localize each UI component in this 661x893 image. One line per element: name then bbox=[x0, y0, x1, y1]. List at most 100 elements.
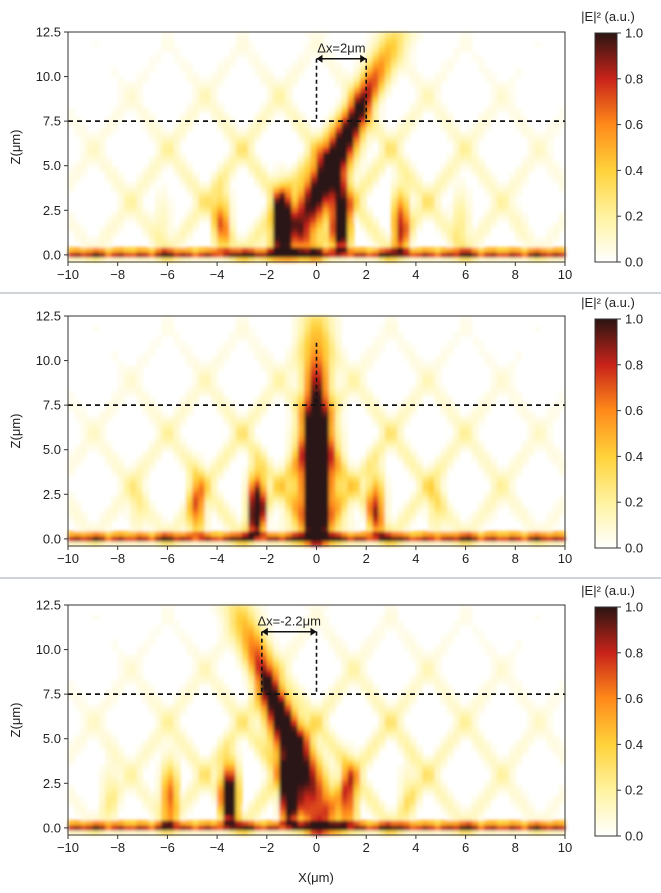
heatmap-cell bbox=[173, 620, 181, 626]
heatmap-cell bbox=[297, 316, 305, 322]
heatmap-cell bbox=[347, 456, 355, 462]
heatmap-cell bbox=[304, 496, 311, 502]
heatmap-cell bbox=[136, 87, 144, 93]
heatmap-cell bbox=[161, 152, 168, 158]
heatmap-cell bbox=[192, 506, 200, 512]
heatmap-cell bbox=[260, 411, 268, 417]
heatmap-cell bbox=[409, 516, 417, 522]
heatmap-cell bbox=[484, 471, 492, 477]
heatmap-cell bbox=[229, 765, 237, 771]
heatmap-cell bbox=[254, 481, 262, 487]
heatmap-cell bbox=[366, 112, 374, 118]
heatmap-cell bbox=[80, 511, 88, 517]
heatmap-cell bbox=[217, 351, 224, 357]
heatmap-cell bbox=[347, 386, 355, 392]
heatmap-cell bbox=[192, 780, 200, 786]
heatmap-cell bbox=[186, 406, 193, 412]
heatmap-cell bbox=[285, 386, 293, 392]
heatmap-cell bbox=[391, 42, 398, 48]
heatmap-cell bbox=[328, 182, 336, 188]
heatmap-cell bbox=[229, 172, 237, 178]
heatmap-cell bbox=[384, 526, 392, 532]
heatmap-cell bbox=[254, 257, 262, 263]
heatmap-cell bbox=[391, 172, 398, 178]
heatmap-cell bbox=[99, 790, 106, 796]
heatmap-cell bbox=[192, 670, 200, 676]
heatmap-cell bbox=[434, 227, 442, 233]
heatmap-cell bbox=[210, 247, 218, 253]
heatmap-cell bbox=[229, 331, 237, 337]
heatmap-cell bbox=[173, 441, 181, 447]
heatmap-cell bbox=[105, 815, 113, 821]
heatmap-cell bbox=[92, 830, 100, 836]
heatmap-cell bbox=[217, 386, 224, 392]
heatmap-cell bbox=[471, 336, 479, 342]
heatmap-cell bbox=[68, 506, 75, 512]
heatmap-cell bbox=[409, 491, 417, 497]
colorbar-title: |E|² (a.u.) bbox=[581, 295, 635, 310]
heatmap-cell bbox=[391, 441, 398, 447]
heatmap-cell bbox=[142, 820, 150, 826]
heatmap-cell bbox=[397, 446, 405, 452]
heatmap-cell bbox=[229, 780, 237, 786]
heatmap-cell bbox=[471, 247, 479, 253]
heatmap-cell bbox=[403, 526, 411, 532]
heatmap-cell bbox=[446, 351, 454, 357]
heatmap-cell bbox=[105, 227, 113, 233]
heatmap-cell bbox=[384, 336, 392, 342]
heatmap-cell bbox=[179, 67, 187, 73]
heatmap-cell bbox=[415, 102, 423, 108]
heatmap-cell bbox=[490, 461, 498, 467]
heatmap-cell bbox=[304, 351, 311, 357]
heatmap-cell bbox=[484, 122, 492, 128]
heatmap-cell bbox=[366, 351, 374, 357]
heatmap-cell bbox=[266, 112, 274, 118]
heatmap-cell bbox=[161, 800, 168, 806]
heatmap-cell bbox=[453, 147, 460, 153]
heatmap-cell bbox=[446, 152, 454, 158]
heatmap-cell bbox=[179, 830, 187, 836]
heatmap-cell bbox=[353, 376, 361, 382]
heatmap-cell bbox=[440, 177, 448, 183]
heatmap-cell bbox=[304, 511, 311, 517]
heatmap-cell bbox=[521, 446, 529, 452]
heatmap-cell bbox=[558, 172, 566, 178]
heatmap-cell bbox=[229, 167, 237, 173]
heatmap-cell bbox=[316, 436, 324, 442]
heatmap-cell bbox=[179, 541, 187, 547]
heatmap-cell bbox=[260, 237, 268, 243]
heatmap-cell bbox=[136, 531, 144, 537]
heatmap-cell bbox=[341, 197, 349, 203]
heatmap-cell bbox=[297, 351, 305, 357]
heatmap-cell bbox=[409, 37, 417, 43]
heatmap-cell bbox=[384, 127, 392, 133]
heatmap-cell bbox=[241, 441, 249, 447]
heatmap-cell bbox=[378, 511, 386, 517]
heatmap-cell bbox=[68, 755, 75, 761]
heatmap-cell bbox=[403, 192, 411, 198]
heatmap-cell bbox=[453, 441, 460, 447]
heatmap-cell bbox=[347, 496, 355, 502]
heatmap-cell bbox=[496, 476, 504, 482]
heatmap-cell bbox=[80, 456, 88, 462]
heatmap-cell bbox=[229, 690, 237, 696]
heatmap-cell bbox=[341, 82, 349, 88]
heatmap-cell bbox=[179, 640, 187, 646]
heatmap-cell bbox=[465, 416, 473, 422]
heatmap-cell bbox=[74, 740, 82, 746]
heatmap-cell bbox=[198, 511, 206, 517]
heatmap-cell bbox=[459, 526, 467, 532]
heatmap-cell bbox=[322, 192, 330, 198]
heatmap-cell bbox=[558, 396, 566, 402]
heatmap-cell bbox=[310, 371, 318, 377]
heatmap-cell bbox=[179, 750, 187, 756]
heatmap-cell bbox=[210, 466, 218, 472]
heatmap-cell bbox=[148, 501, 156, 507]
heatmap-cell bbox=[415, 197, 423, 203]
heatmap-cell bbox=[465, 242, 473, 248]
heatmap-cell bbox=[310, 217, 318, 223]
heatmap-cell bbox=[509, 361, 516, 367]
heatmap-cell bbox=[446, 122, 454, 128]
heatmap-cell bbox=[434, 197, 442, 203]
heatmap-cell bbox=[148, 815, 156, 821]
